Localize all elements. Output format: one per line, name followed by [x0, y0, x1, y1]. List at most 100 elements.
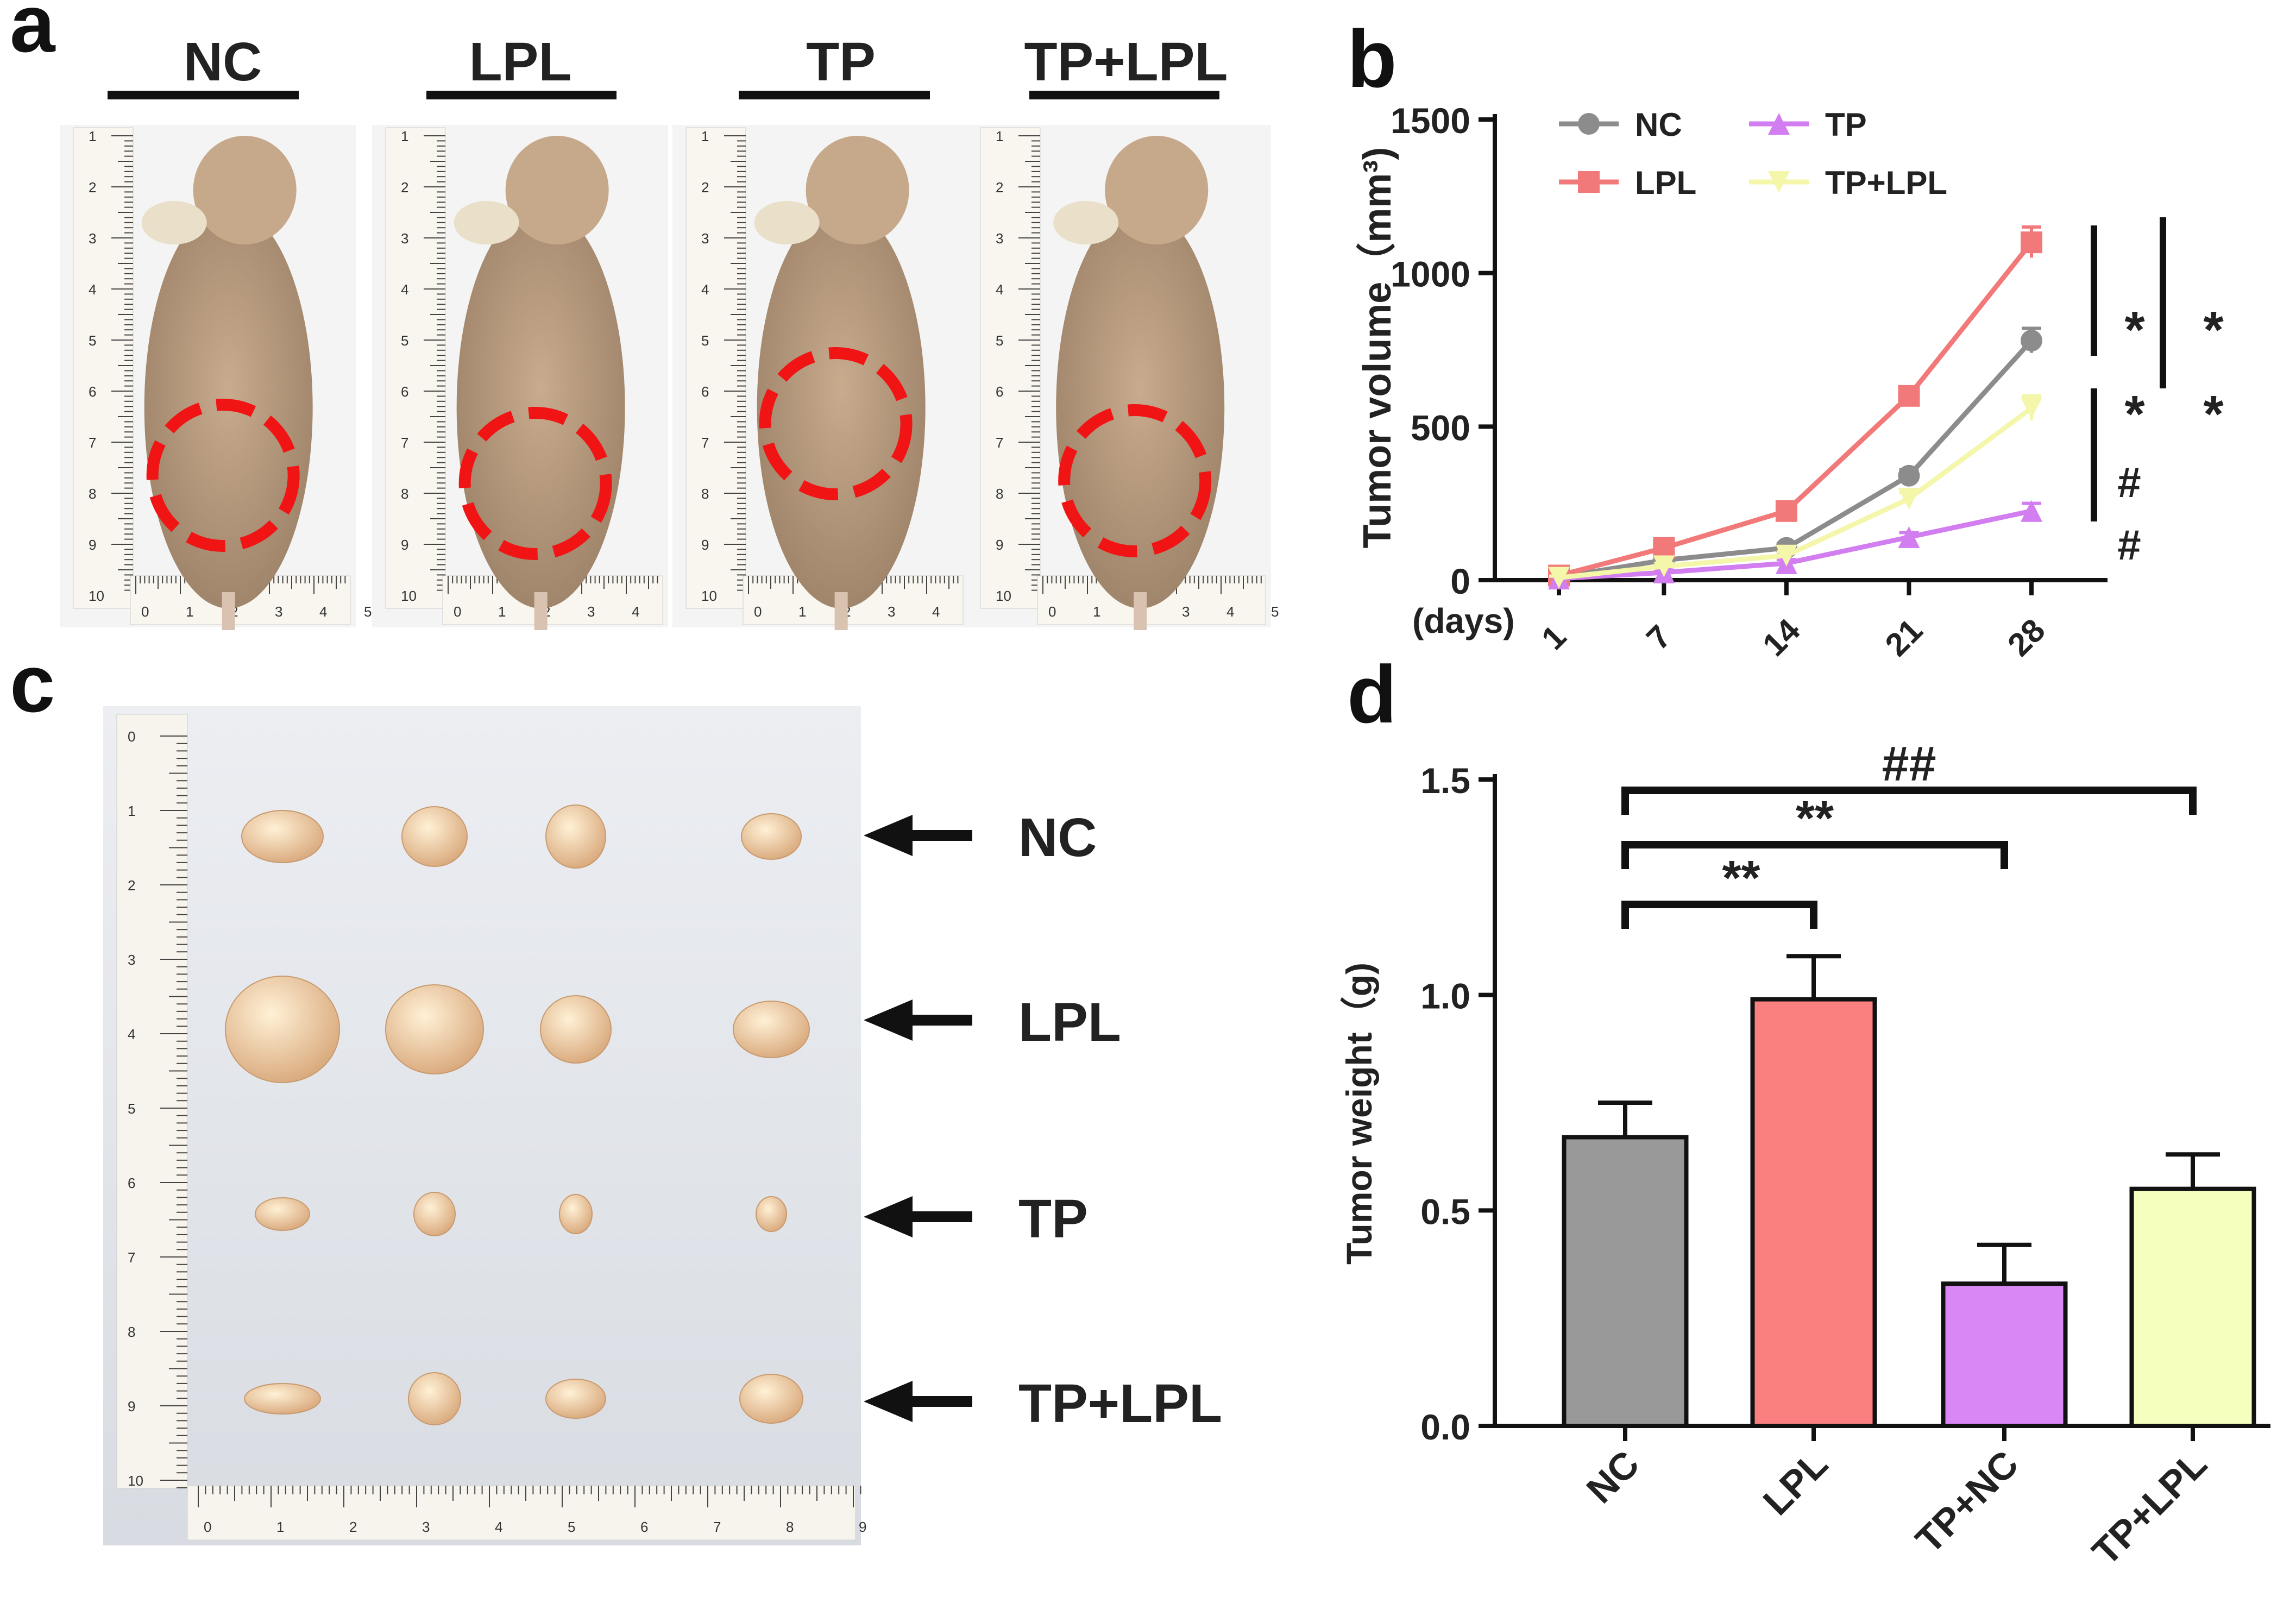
- series-tp-lpl: [1548, 394, 2042, 589]
- legend-item-tp-lpl: TP+LPL: [1749, 165, 1947, 201]
- significance-bracket: **: [1621, 791, 2008, 869]
- significance-label: **: [1722, 851, 1760, 906]
- ruler-number: 0: [454, 603, 461, 620]
- ruler-number: 9: [89, 537, 96, 553]
- ruler-number: 6: [401, 384, 408, 400]
- x-tick-label: 14: [1756, 612, 1807, 663]
- ruler-number: 5: [364, 603, 372, 620]
- ruler-number: 5: [401, 332, 408, 349]
- ruler-number: 5: [89, 332, 96, 349]
- ruler-number: 10: [401, 588, 417, 604]
- data-point: [2021, 231, 2042, 254]
- group-label-tp-lpl: TP+LPL: [1024, 32, 1228, 92]
- panel-c-letter: c: [10, 638, 55, 729]
- ruler-number: 2: [89, 179, 96, 196]
- x-tick-label: 21: [1878, 612, 1930, 663]
- data-point: [1775, 544, 1797, 567]
- mouse-head: [505, 136, 609, 244]
- legend-label: TP: [1825, 106, 1867, 143]
- mouse-ear: [754, 201, 820, 244]
- y-tick-label: 1000: [1391, 254, 1470, 294]
- ruler-number: 7: [128, 1249, 135, 1266]
- legend-marker: [1578, 171, 1600, 193]
- ruler-number: 0: [128, 728, 135, 745]
- ruler-number: 1: [498, 603, 506, 620]
- legend-label: NC: [1635, 106, 1682, 143]
- y-axis-title: Tumor volume（mm³): [1356, 147, 1399, 549]
- ruler-number: 8: [786, 1519, 794, 1535]
- tumor-circle-marker: [146, 399, 300, 552]
- ruler-number: 7: [996, 435, 1003, 451]
- ruler-number: 4: [1226, 603, 1234, 620]
- tumor-sample: [255, 1197, 310, 1231]
- ruler-number: 3: [701, 230, 709, 247]
- x-tick-label: 7: [1639, 618, 1678, 657]
- tumor-photo: [103, 706, 861, 1545]
- bracket-line: [1621, 787, 2197, 815]
- ruler-number: 9: [401, 537, 408, 553]
- x-tick-label: 28: [2001, 612, 2052, 663]
- significance-mark: #: [2117, 458, 2141, 506]
- ruler-number: 6: [996, 384, 1003, 400]
- data-point: [1898, 385, 1920, 407]
- ruler-number: 8: [996, 486, 1003, 502]
- vertical-ruler: [980, 127, 1041, 609]
- ruler-number: 3: [1182, 603, 1190, 620]
- ruler-number: 1: [1093, 603, 1100, 620]
- data-point: [2021, 397, 2042, 419]
- tumor-sample: [244, 1383, 321, 1414]
- row-label-lpl: LPL: [1018, 992, 1121, 1053]
- legend-marker: [1768, 113, 1790, 135]
- bar-rect: [2129, 1186, 2256, 1429]
- legend-label: LPL: [1635, 165, 1696, 201]
- y-tick-label: 1.5: [1420, 760, 1470, 801]
- legend-item-nc: NC: [1559, 106, 1682, 143]
- data-point: [1653, 537, 1675, 559]
- panel-b-letter: b: [1347, 13, 1397, 104]
- mouse-head: [193, 136, 297, 244]
- arrow-head: [864, 999, 913, 1041]
- vertical-ruler: [385, 127, 446, 609]
- legend-item-tp: TP: [1749, 106, 1867, 143]
- panel-d-bar-chart: 0.0 0.5 1.0 1.5 Tumor weight（g) NC LPL TP+NC TP+…: [1339, 737, 2270, 1573]
- tumor-sample: [545, 804, 606, 869]
- ruler-number: 7: [701, 435, 709, 451]
- tumor-sample: [739, 1374, 803, 1424]
- ruler-number: 9: [859, 1519, 866, 1535]
- significance-mark: *: [2124, 385, 2145, 443]
- ruler-number: 10: [89, 588, 104, 604]
- bar-rect: [1941, 1281, 2068, 1428]
- ruler-number: 4: [996, 281, 1003, 298]
- ruler-number: 2: [401, 179, 408, 196]
- ruler-number: 9: [996, 537, 1003, 553]
- panel-c: 0 1 2 3 4 5 6 7 8 9 10 0 1 2 3 4 5 6 7 8 9 NC LPL TP TP+LPL: [103, 706, 1222, 1545]
- ruler-number: 4: [319, 603, 327, 620]
- ruler-number: 3: [128, 952, 135, 968]
- data-point: [2021, 330, 2042, 352]
- ruler-number: 4: [632, 603, 639, 620]
- tumor-circle-marker: [1058, 404, 1212, 557]
- tumor-sample: [413, 1192, 456, 1236]
- bar-rect: [1562, 1135, 1689, 1428]
- tumor-sample: [408, 1372, 461, 1425]
- x-tick-label: TP+NC: [1908, 1442, 2027, 1561]
- tumor-circle-marker: [759, 347, 913, 500]
- data-point: [2021, 500, 2042, 522]
- ruler-number: 7: [713, 1519, 721, 1535]
- bracket-line: [1621, 841, 2008, 869]
- ruler-number: 8: [128, 1324, 135, 1340]
- ruler-number: 3: [275, 603, 282, 620]
- x-tick-label: 1: [1534, 618, 1573, 657]
- ruler-number: 4: [932, 603, 940, 620]
- mouse-tail: [534, 592, 548, 630]
- ruler-number: 2: [128, 877, 135, 894]
- ruler-number: 4: [701, 281, 709, 298]
- y-axis-title: Tumor weight（g): [1339, 963, 1379, 1265]
- mouse-tail: [222, 592, 235, 630]
- mouse-ear: [1053, 201, 1119, 244]
- data-point: [1898, 488, 1920, 510]
- data-point: [1898, 464, 1920, 487]
- tumor-sample: [385, 984, 484, 1074]
- y-tick-label: 1500: [1391, 100, 1470, 141]
